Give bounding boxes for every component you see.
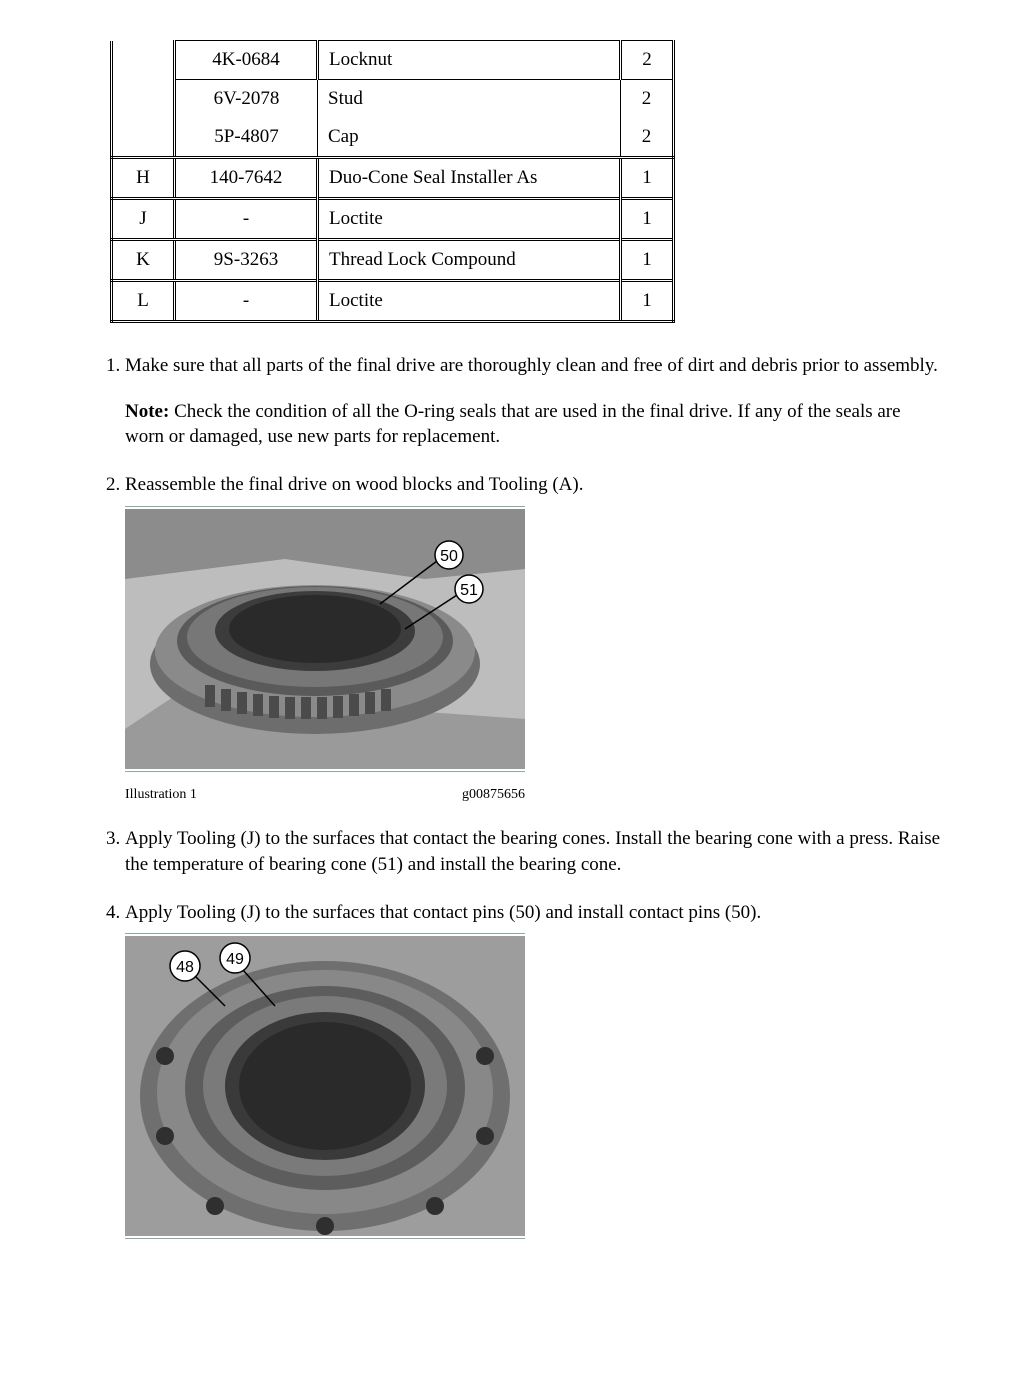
step-1: Make sure that all parts of the final dr… bbox=[125, 353, 944, 450]
illustration-1: 50 51 bbox=[125, 506, 525, 772]
table-cell-part: 4K-0684 bbox=[175, 41, 318, 80]
step-4-text: Apply Tooling (J) to the surfaces that c… bbox=[125, 902, 761, 923]
table-cell-desc: Locknut bbox=[318, 41, 621, 80]
table-cell-letter: J bbox=[112, 199, 175, 240]
illu1-caption-left: Illustration 1 bbox=[125, 786, 197, 805]
table-cell-desc: Loctite bbox=[318, 281, 621, 322]
parts-table: 4K-0684Locknut26V-2078Stud25P-4807Cap2H1… bbox=[110, 40, 675, 323]
table-cell-qty: 1 bbox=[621, 199, 674, 240]
illu1-caption-right: g00875656 bbox=[462, 786, 525, 805]
table-cell-desc: Duo-Cone Seal Installer As bbox=[318, 158, 621, 199]
note-block: Note: Check the condition of all the O-r… bbox=[125, 399, 944, 450]
table-cell-qty: 1 bbox=[621, 158, 674, 199]
callout-51: 51 bbox=[460, 582, 478, 599]
step-3: Apply Tooling (J) to the surfaces that c… bbox=[125, 826, 944, 877]
step-4: Apply Tooling (J) to the surfaces that c… bbox=[125, 900, 944, 1240]
table-cell-part: 6V-2078 bbox=[175, 80, 318, 119]
table-cell-part: 140-7642 bbox=[175, 158, 318, 199]
callout-50: 50 bbox=[440, 548, 458, 565]
step-2-text: Reassemble the final drive on wood block… bbox=[125, 474, 583, 495]
step-2: Reassemble the final drive on wood block… bbox=[125, 472, 944, 805]
table-cell-desc: Thread Lock Compound bbox=[318, 240, 621, 281]
table-cell-part: - bbox=[175, 281, 318, 322]
callout-49: 49 bbox=[226, 951, 244, 968]
table-cell-letter bbox=[112, 41, 175, 158]
note-label: Note: bbox=[125, 401, 169, 422]
steps-list: Make sure that all parts of the final dr… bbox=[100, 353, 944, 1239]
step-1-text: Make sure that all parts of the final dr… bbox=[125, 355, 938, 376]
table-cell-qty: 1 bbox=[621, 240, 674, 281]
table-cell-letter: K bbox=[112, 240, 175, 281]
table-cell-part: 5P-4807 bbox=[175, 118, 318, 158]
table-cell-qty: 2 bbox=[621, 118, 674, 158]
callout-48: 48 bbox=[176, 959, 194, 976]
table-cell-qty: 1 bbox=[621, 281, 674, 322]
table-cell-part: - bbox=[175, 199, 318, 240]
table-cell-letter: H bbox=[112, 158, 175, 199]
table-cell-letter: L bbox=[112, 281, 175, 322]
illustration-1-caption: Illustration 1 g00875656 bbox=[125, 786, 525, 805]
step-3-text: Apply Tooling (J) to the surfaces that c… bbox=[125, 828, 940, 875]
table-cell-qty: 2 bbox=[621, 41, 674, 80]
illustration-2: 48 49 bbox=[125, 933, 525, 1239]
table-cell-desc: Loctite bbox=[318, 199, 621, 240]
table-cell-part: 9S-3263 bbox=[175, 240, 318, 281]
table-cell-desc: Stud bbox=[318, 80, 621, 119]
note-body: Check the condition of all the O-ring se… bbox=[125, 401, 901, 448]
table-cell-desc: Cap bbox=[318, 118, 621, 158]
table-cell-qty: 2 bbox=[621, 80, 674, 119]
